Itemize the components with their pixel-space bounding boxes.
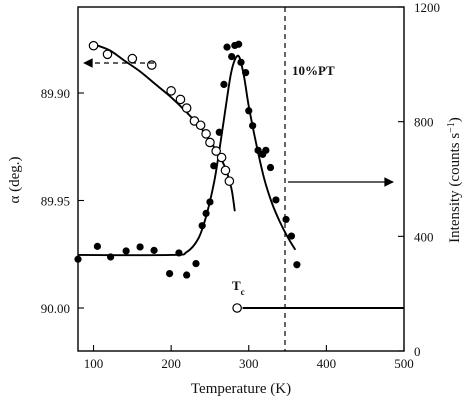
alpha-point	[88, 40, 99, 51]
intensity-point	[228, 52, 236, 61]
intensity-point	[237, 58, 245, 66]
x-tick-label: 100	[84, 356, 104, 371]
left-y-axis-title: α (deg.)	[7, 156, 23, 203]
alpha-point	[175, 94, 186, 105]
right-y-axis-ticks: 0 400 800 1200	[398, 0, 440, 359]
alpha-point	[146, 60, 157, 70]
alpha-point	[127, 53, 138, 64]
intensity-point	[262, 146, 270, 154]
plot-frame	[77, 6, 405, 352]
intensity-point	[165, 270, 174, 278]
intensity-point	[175, 249, 183, 257]
intensity-point	[245, 107, 253, 115]
intensity-point	[93, 242, 102, 250]
x-axis-ticks: 100 200 300 400 500	[84, 345, 414, 371]
alpha-point	[211, 146, 221, 156]
x-tick-label: 300	[239, 356, 259, 371]
right-y-tick-label: 400	[414, 229, 434, 244]
intensity-point	[254, 146, 262, 154]
right-y-tick-label: 0	[414, 344, 421, 359]
x-tick-label: 400	[317, 356, 337, 371]
right-y-axis-title-exponent: −1	[446, 122, 457, 133]
intensity-point	[192, 259, 200, 268]
right-y-tick-label: 1200	[414, 0, 440, 15]
intensity-point	[215, 128, 223, 136]
left-y-tick-label: 89.90	[41, 86, 70, 101]
intensity-point	[202, 209, 210, 217]
intensity-point	[210, 162, 218, 170]
right-y-axis-title-close: )	[447, 117, 463, 122]
intensity-point	[287, 232, 296, 240]
intensity-points	[74, 40, 301, 279]
alpha-point	[195, 120, 206, 131]
intensity-point	[150, 246, 158, 254]
intensity-point	[107, 253, 115, 261]
left-y-tick-label: 90.00	[41, 301, 70, 316]
intensity-point	[206, 198, 214, 206]
x-axis-title: Temperature (K)	[191, 381, 291, 397]
alpha-point	[181, 103, 192, 113]
alpha-point	[232, 303, 242, 313]
alpha-points	[88, 40, 242, 313]
intensity-fit-curve	[77, 54, 297, 257]
intensity-point	[198, 222, 206, 230]
intensity-point	[136, 243, 144, 251]
alpha-point	[102, 49, 113, 60]
alpha-point	[216, 152, 227, 163]
alpha-point	[220, 165, 231, 176]
intensity-point	[282, 215, 290, 224]
intensity-point	[249, 122, 257, 130]
alpha-point	[224, 176, 235, 186]
x-tick-label: 200	[161, 356, 181, 371]
tc-label: Tc	[232, 278, 245, 297]
intensity-point	[272, 196, 280, 204]
intensity-point	[266, 163, 275, 172]
right-y-axis-title-main: Intensity (counts s	[447, 133, 463, 243]
intensity-point	[183, 271, 191, 279]
intensity-point	[122, 247, 130, 255]
x-tick-label: 500	[394, 356, 414, 371]
alpha-point	[201, 129, 211, 139]
tc-label-main: T	[232, 278, 241, 293]
alpha-point	[166, 86, 176, 96]
left-y-tick-label: 89.95	[41, 194, 70, 209]
intensity-point	[220, 80, 228, 88]
chart-annotation: 10%PT	[292, 63, 335, 78]
alpha-point	[205, 137, 215, 148]
right-y-tick-label: 800	[414, 115, 434, 130]
intensity-point	[74, 255, 82, 263]
tc-label-subscript: c	[241, 287, 245, 297]
intensity-point	[242, 69, 250, 77]
intensity-point	[223, 43, 231, 51]
intensity-point	[293, 261, 301, 269]
right-y-axis-title: Intensity (counts s−1)	[446, 117, 464, 243]
left-y-axis-ticks: 89.90 89.95 90.00	[41, 86, 84, 316]
intensity-point	[235, 40, 243, 48]
